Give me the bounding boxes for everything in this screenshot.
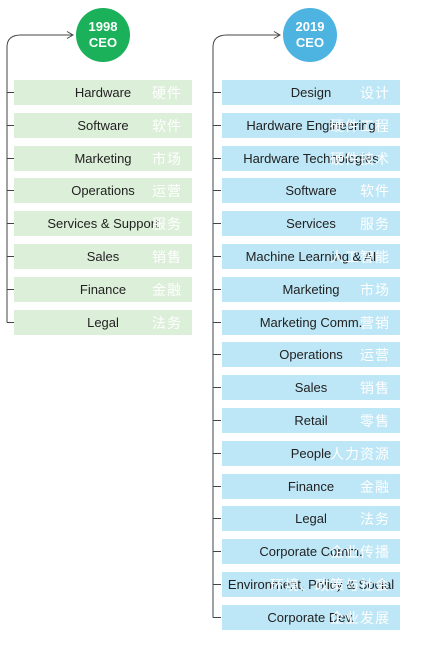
ceo-2019-node: 2019 CEO	[283, 8, 337, 62]
dept-name-en: Operations	[279, 347, 343, 362]
dept-name-en: Sales	[294, 380, 328, 395]
dept-name-zh: 硬件工程	[330, 117, 390, 134]
org-box: Corporate Comm. 企业传播	[222, 539, 400, 564]
dept-name-en: Marketing	[282, 282, 340, 297]
dept-name-en: Machine Learning & AI	[245, 249, 377, 264]
dept-name-en: Corporate Dev.	[267, 610, 355, 625]
org-box: Hardware 硬件	[14, 80, 192, 105]
dept-name-zh: 企业传播	[330, 543, 390, 560]
spine-line	[6, 34, 72, 323]
dept-name-zh: 市场	[360, 281, 390, 298]
org-box: Machine Learning & AI 人工智能	[222, 244, 400, 269]
org-box: Software 软件	[222, 178, 400, 203]
dept-name-en: Hardware Engineering	[246, 118, 376, 133]
dept-name-zh: 硬件	[152, 84, 182, 101]
dept-name-zh: 人工智能	[330, 248, 390, 265]
org-box: Sales 销售	[222, 375, 400, 400]
dept-name-zh: 运营	[152, 182, 182, 199]
org-box: Legal 法务	[222, 506, 400, 531]
org-box: Retail 零售	[222, 408, 400, 433]
org-box: Environment, Policy & Social 环境、政策与社会	[222, 572, 400, 597]
arrow-head	[273, 31, 281, 39]
org-box: Hardware Technologies 硬件技术	[222, 146, 400, 171]
dept-name-en: Software	[285, 183, 337, 198]
dept-name-en: Finance	[287, 479, 335, 494]
org-box: Operations 运营	[222, 342, 400, 367]
dept-name-zh: 零售	[360, 412, 390, 429]
org-box: Services & Support 服务	[14, 211, 192, 236]
org-box: Operations 运营	[14, 178, 192, 203]
dept-name-en: Services & Support	[47, 216, 159, 231]
org-box: Software 软件	[14, 113, 192, 138]
dept-name-en: Legal	[295, 511, 327, 526]
ceo-1998-role: CEO	[88, 35, 118, 50]
dept-name-zh: 环境、政策与社会	[270, 576, 390, 593]
dept-name-zh: 人力资源	[330, 445, 390, 462]
spine-line	[212, 34, 279, 618]
dept-name-zh: 服务	[360, 215, 390, 232]
dept-name-zh: 软件	[152, 117, 182, 134]
org-box: Marketing 市场	[14, 146, 192, 171]
dept-name-zh: 硬件技术	[330, 150, 390, 167]
ceo-1998-year: 1998	[88, 19, 118, 34]
dept-name-en: Hardware Technologies	[243, 151, 379, 166]
dept-name-zh: 运营	[360, 346, 390, 363]
dept-name-zh: 法务	[360, 510, 390, 527]
dept-name-en: Environment, Policy & Social	[227, 577, 395, 592]
org-box: Design 设计	[222, 80, 400, 105]
dept-name-en: Marketing Comm.	[259, 315, 363, 330]
dept-name-zh: 设计	[360, 84, 390, 101]
org-box: People 人力资源	[222, 441, 400, 466]
org-box: Marketing Comm. 营销	[222, 310, 400, 335]
dept-name-en: Sales	[86, 249, 120, 264]
ceo-1998-node: 1998 CEO	[76, 8, 130, 62]
org-box: Finance 金融	[14, 277, 192, 302]
dept-name-zh: 销售	[360, 379, 390, 396]
org-box: Corporate Dev. 企业发展	[222, 605, 400, 630]
dept-name-en: Software	[77, 118, 129, 133]
arrow-head	[66, 31, 74, 39]
org-box: Finance 金融	[222, 474, 400, 499]
dept-name-zh: 企业发展	[330, 609, 390, 626]
dept-name-en: People	[290, 446, 332, 461]
ceo-2019-role: CEO	[295, 35, 325, 50]
dept-name-zh: 金融	[152, 281, 182, 298]
dept-name-en: Legal	[87, 315, 119, 330]
dept-name-en: Design	[290, 85, 332, 100]
dept-name-zh: 销售	[152, 248, 182, 265]
dept-name-en: Marketing	[74, 151, 132, 166]
org-box: Sales 销售	[14, 244, 192, 269]
dept-name-zh: 营销	[360, 314, 390, 331]
dept-name-zh: 服务	[152, 215, 182, 232]
dept-name-zh: 软件	[360, 182, 390, 199]
dept-name-zh: 金融	[360, 478, 390, 495]
dept-name-en: Retail	[294, 413, 328, 428]
dept-name-en: Operations	[71, 183, 135, 198]
dept-name-zh: 法务	[152, 314, 182, 331]
org-box: Legal 法务	[14, 310, 192, 335]
org-box: Services 服务	[222, 211, 400, 236]
dept-name-en: Finance	[79, 282, 127, 297]
dept-name-zh: 市场	[152, 150, 182, 167]
dept-name-en: Corporate Comm.	[259, 544, 363, 559]
dept-name-en: Hardware	[74, 85, 132, 100]
org-box: Marketing 市场	[222, 277, 400, 302]
ceo-2019-year: 2019	[295, 19, 325, 34]
org-box: Hardware Engineering 硬件工程	[222, 113, 400, 138]
dept-name-en: Services	[286, 216, 336, 231]
